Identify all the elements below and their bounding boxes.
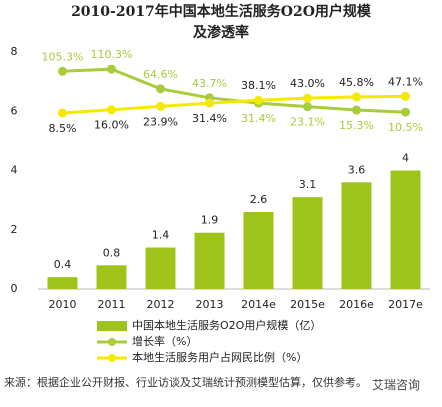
legend-swatch <box>108 354 116 362</box>
point <box>401 91 410 101</box>
point <box>156 84 165 94</box>
point <box>254 95 263 105</box>
bar <box>194 232 225 289</box>
chart-title: 2010-2017年中国本地生活服务O2O用户规模 <box>71 3 372 20</box>
bar <box>243 211 274 289</box>
legend-label: 本地生活服务用户占网民比例（%） <box>132 350 307 364</box>
y-tick-label: 8 <box>11 45 18 58</box>
data-label: 43.7% <box>192 77 227 90</box>
data-label: 43.0% <box>290 77 325 90</box>
point <box>58 108 67 118</box>
x-tick-label: 2015e <box>290 298 325 311</box>
data-label: 3.6 <box>348 163 366 176</box>
data-label: 38.1% <box>241 79 276 92</box>
y-tick-label: 4 <box>11 164 18 177</box>
bar <box>96 265 127 289</box>
x-tick-label: 2016e <box>339 298 374 311</box>
y-tick-label: 0 <box>11 282 18 295</box>
x-tick-label: 2017e <box>388 298 423 311</box>
data-label: 105.3% <box>42 50 84 63</box>
bar <box>47 277 78 289</box>
data-label: 31.4% <box>192 112 227 125</box>
data-label: 15.3% <box>339 119 374 132</box>
legend-swatch <box>97 321 127 331</box>
point <box>156 101 165 111</box>
point <box>352 92 361 102</box>
point <box>401 107 410 117</box>
data-label: 1.4 <box>152 229 170 242</box>
data-label: 23.1% <box>290 116 325 129</box>
point <box>303 93 312 103</box>
data-label: 110.3% <box>91 48 133 61</box>
data-label: 23.9% <box>143 115 178 128</box>
x-tick-label: 2013 <box>196 298 224 311</box>
x-tick-label: 2010 <box>49 298 77 311</box>
data-label: 45.8% <box>339 76 374 89</box>
point <box>352 105 361 115</box>
source-note: 来源：根据企业公开财报、行业访谈及艾瑞统计预测模型估算，仅供参考。 <box>4 376 367 389</box>
data-label: 0.8 <box>103 246 121 259</box>
x-tick-label: 2012 <box>147 298 175 311</box>
data-label: 2.6 <box>250 193 268 206</box>
data-label: 16.0% <box>94 119 129 132</box>
data-label: 1.9 <box>201 214 219 227</box>
x-tick-label: 2011 <box>98 298 126 311</box>
bar <box>292 197 323 289</box>
bar <box>341 182 372 289</box>
data-label: 3.1 <box>299 178 317 191</box>
bar <box>145 247 176 289</box>
point <box>205 98 214 108</box>
data-label: 0.4 <box>54 258 72 271</box>
data-label: 47.1% <box>388 75 423 88</box>
point <box>58 66 67 76</box>
legend-swatch <box>108 338 116 346</box>
legend-label: 增长率（%） <box>132 334 197 348</box>
data-label: 64.6% <box>143 68 178 81</box>
bar <box>390 170 421 289</box>
point <box>107 64 116 74</box>
legend-label: 中国本地生活服务O2O用户规模（亿） <box>132 318 321 332</box>
y-tick-label: 6 <box>11 104 18 117</box>
x-tick-label: 2014e <box>241 298 276 311</box>
data-label: 10.5% <box>388 121 423 134</box>
data-label: 8.5% <box>49 122 77 135</box>
point <box>303 102 312 112</box>
data-label: 4 <box>402 152 409 165</box>
y-tick-label: 2 <box>11 223 18 236</box>
chart-title: 及渗透率 <box>193 24 249 41</box>
point <box>107 105 116 115</box>
watermark: 艾瑞咨询 <box>372 376 421 393</box>
data-label: 31.4% <box>241 112 276 125</box>
line <box>62 94 406 115</box>
